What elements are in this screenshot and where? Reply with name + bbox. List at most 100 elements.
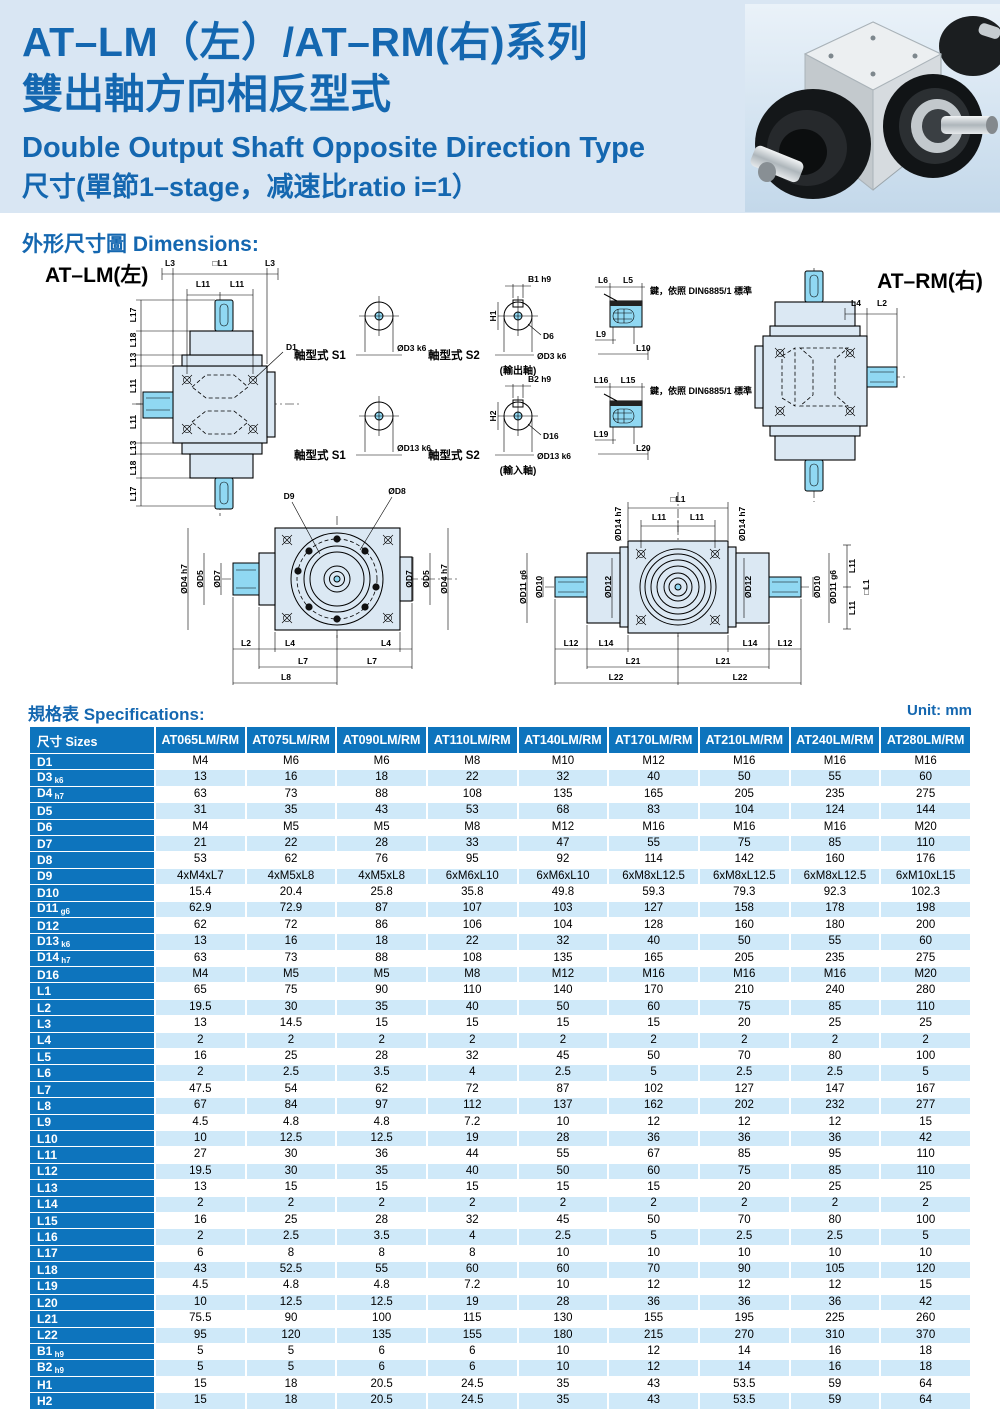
spec-cell: 277 [881, 1098, 970, 1114]
row-label: L3 [30, 1016, 154, 1032]
dim-label: ØD14 h7 [737, 506, 747, 541]
spec-cell: 104 [699, 803, 789, 819]
spec-cell: 15 [881, 1278, 970, 1294]
spec-cell: M16 [699, 819, 789, 835]
spec-cell: 40 [427, 1163, 517, 1180]
spec-cell: 6 [337, 1360, 426, 1376]
table-row: L11 27 30 36 44 55 67 85 95 110 [30, 1147, 970, 1163]
dim-label: ØD7 [212, 570, 222, 588]
spec-cell: 15 [156, 1393, 245, 1409]
spec-cell: 2.5 [518, 1065, 608, 1081]
spec-cell: 43 [609, 1376, 698, 1393]
spec-cell: M16 [609, 967, 698, 983]
table-row: D5 31 35 43 53 68 83 104 124 144 [30, 803, 970, 819]
shaft-type-s1-label: 軸型式 S1 [294, 348, 346, 362]
spec-cell: 90 [699, 1262, 789, 1278]
spec-cell: 35 [518, 1376, 608, 1393]
spec-cell: 55 [790, 934, 880, 950]
unit-label: Unit: mm [907, 702, 972, 719]
spec-cell: 225 [790, 1311, 880, 1327]
spec-cell: 36 [790, 1130, 880, 1147]
row-label: H1 [30, 1376, 154, 1393]
spec-cell: 275 [881, 950, 970, 967]
dim-label: □L1 [861, 579, 871, 594]
spec-cell: 85 [790, 835, 880, 852]
spec-cell: 65 [156, 983, 245, 999]
spec-cell: 15 [156, 1376, 245, 1393]
spec-cell: 15 [337, 1180, 426, 1196]
spec-cell: 13 [156, 1016, 245, 1032]
row-label: D9 [30, 868, 154, 885]
row-label: L21 [30, 1311, 154, 1327]
spec-cell: 18 [881, 1344, 970, 1360]
table-row: D13 k6 13 16 18 22 32 40 50 55 60 [30, 934, 970, 950]
spec-cell: 240 [790, 983, 880, 999]
spec-cell: 10 [156, 1130, 245, 1147]
spec-cell: 176 [881, 852, 970, 868]
dim-label: L4 [285, 638, 295, 648]
spec-cell: 2.5 [699, 1229, 789, 1245]
dimension-drawings: AT–LM(左) D1 L3 □L1 L3 L11 [45, 258, 983, 685]
table-row: L20 10 12.5 12.5 19 28 36 36 36 42 [30, 1294, 970, 1311]
spec-cell: 14 [699, 1344, 789, 1360]
spec-cell: 12 [609, 1360, 698, 1376]
row-label: L11 [30, 1147, 154, 1163]
spec-cell: 90 [337, 983, 426, 999]
spec-cell: 95 [427, 852, 517, 868]
spec-cell: 28 [518, 1294, 608, 1311]
spec-cell: 86 [337, 917, 426, 934]
dim-label: L18 [128, 332, 138, 347]
spec-cell: 15 [427, 1180, 517, 1196]
dim-label: L20 [636, 443, 651, 453]
spec-cell: 75.5 [156, 1311, 245, 1327]
spec-cell: 158 [699, 901, 789, 917]
spec-cell: 110 [881, 1163, 970, 1180]
output-shaft-note: (輸出軸) [500, 364, 537, 377]
dim-label: ØD7 [404, 570, 414, 588]
dim-label: ØD3 k6 [397, 343, 427, 353]
spec-cell: 15 [427, 1016, 517, 1032]
spec-cell: 42 [881, 1130, 970, 1147]
row-label: D3 k6 [30, 770, 154, 786]
row-label: L12 [30, 1163, 154, 1180]
table-row: B2 h9 5 5 6 6 10 12 14 16 18 [30, 1360, 970, 1376]
spec-cell: 43 [156, 1262, 245, 1278]
table-row: L2 19.5 30 35 40 50 60 75 85 110 [30, 999, 970, 1016]
spec-cell: 2 [790, 1196, 880, 1212]
spec-cell: 8 [427, 1245, 517, 1262]
spec-cell: M8 [427, 819, 517, 835]
dim-label: D9 [284, 491, 295, 501]
spec-cell: 90 [246, 1311, 336, 1327]
spec-cell: 20.4 [246, 885, 336, 901]
spec-cell: 80 [790, 1212, 880, 1229]
spec-cell: 135 [518, 950, 608, 967]
spec-cell: 30 [246, 1147, 336, 1163]
spec-cell: 5 [609, 1065, 698, 1081]
spec-cell: M16 [790, 754, 880, 770]
shaft-type-s2-label: 軸型式 S2 [428, 448, 480, 462]
spec-cell: 22 [427, 770, 517, 786]
spec-cell: 88 [337, 786, 426, 803]
row-label: L1 [30, 983, 154, 999]
spec-cell: 25 [881, 1180, 970, 1196]
spec-cell: 180 [790, 917, 880, 934]
spec-cell: 2 [518, 1032, 608, 1049]
spec-cell: 67 [609, 1147, 698, 1163]
spec-cell: 24.5 [427, 1393, 517, 1409]
dim-label: L12 [564, 638, 579, 648]
spec-cell: M5 [246, 967, 336, 983]
spec-cell: 64 [881, 1376, 970, 1393]
spec-cell: M16 [699, 754, 789, 770]
spec-cell: 6xM6xL10 [518, 868, 608, 885]
spec-cell: 55 [337, 1262, 426, 1278]
spec-cell: 5 [246, 1344, 336, 1360]
spec-cell: 15 [881, 1114, 970, 1130]
spec-table: 尺寸 Sizes AT065LM/RM AT075LM/RM AT090LM/RM A… [28, 726, 972, 1410]
dim-label: ØD13 k6 [537, 451, 571, 461]
spec-cell: 12 [609, 1114, 698, 1130]
dim-label: L11 [652, 512, 666, 522]
spec-cell: 10 [790, 1245, 880, 1262]
row-label: L4 [30, 1032, 154, 1049]
table-row: D4 h7 63 73 88 108 135 165 205 235 275 [30, 786, 970, 803]
